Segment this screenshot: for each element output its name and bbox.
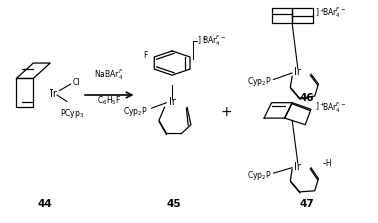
Text: ]$^+$: ]$^+$ <box>315 101 325 113</box>
Text: ]$^+$: ]$^+$ <box>197 35 206 47</box>
Text: F: F <box>143 51 148 60</box>
Text: 47: 47 <box>300 199 314 209</box>
Text: 45: 45 <box>167 199 181 209</box>
Text: C$_6$H$_5$F: C$_6$H$_5$F <box>97 95 121 107</box>
Text: Cyp$_2$P: Cyp$_2$P <box>123 105 148 118</box>
Text: BAr$^F_4$$^-$: BAr$^F_4$$^-$ <box>202 34 226 48</box>
Text: 44: 44 <box>37 199 52 209</box>
Text: –H: –H <box>322 159 332 168</box>
Text: +: + <box>221 105 232 118</box>
Text: BAr$^F_4$$^-$: BAr$^F_4$$^-$ <box>322 100 347 115</box>
Text: BAr$^F_4$$^-$: BAr$^F_4$$^-$ <box>322 5 347 20</box>
Text: ]$^+$: ]$^+$ <box>315 6 325 19</box>
Text: Cyp$_2$P: Cyp$_2$P <box>247 169 271 182</box>
Text: 46: 46 <box>300 93 314 103</box>
Text: Cyp$_2$P: Cyp$_2$P <box>247 75 271 88</box>
Text: PCyp$_3$: PCyp$_3$ <box>60 107 84 120</box>
Text: Ir: Ir <box>169 97 175 107</box>
Text: NaBAr$^F_4$: NaBAr$^F_4$ <box>94 67 124 82</box>
Text: Ir: Ir <box>294 161 301 171</box>
Text: Ir: Ir <box>51 89 57 99</box>
Text: Ir: Ir <box>294 67 301 77</box>
Text: Cl: Cl <box>73 78 80 87</box>
